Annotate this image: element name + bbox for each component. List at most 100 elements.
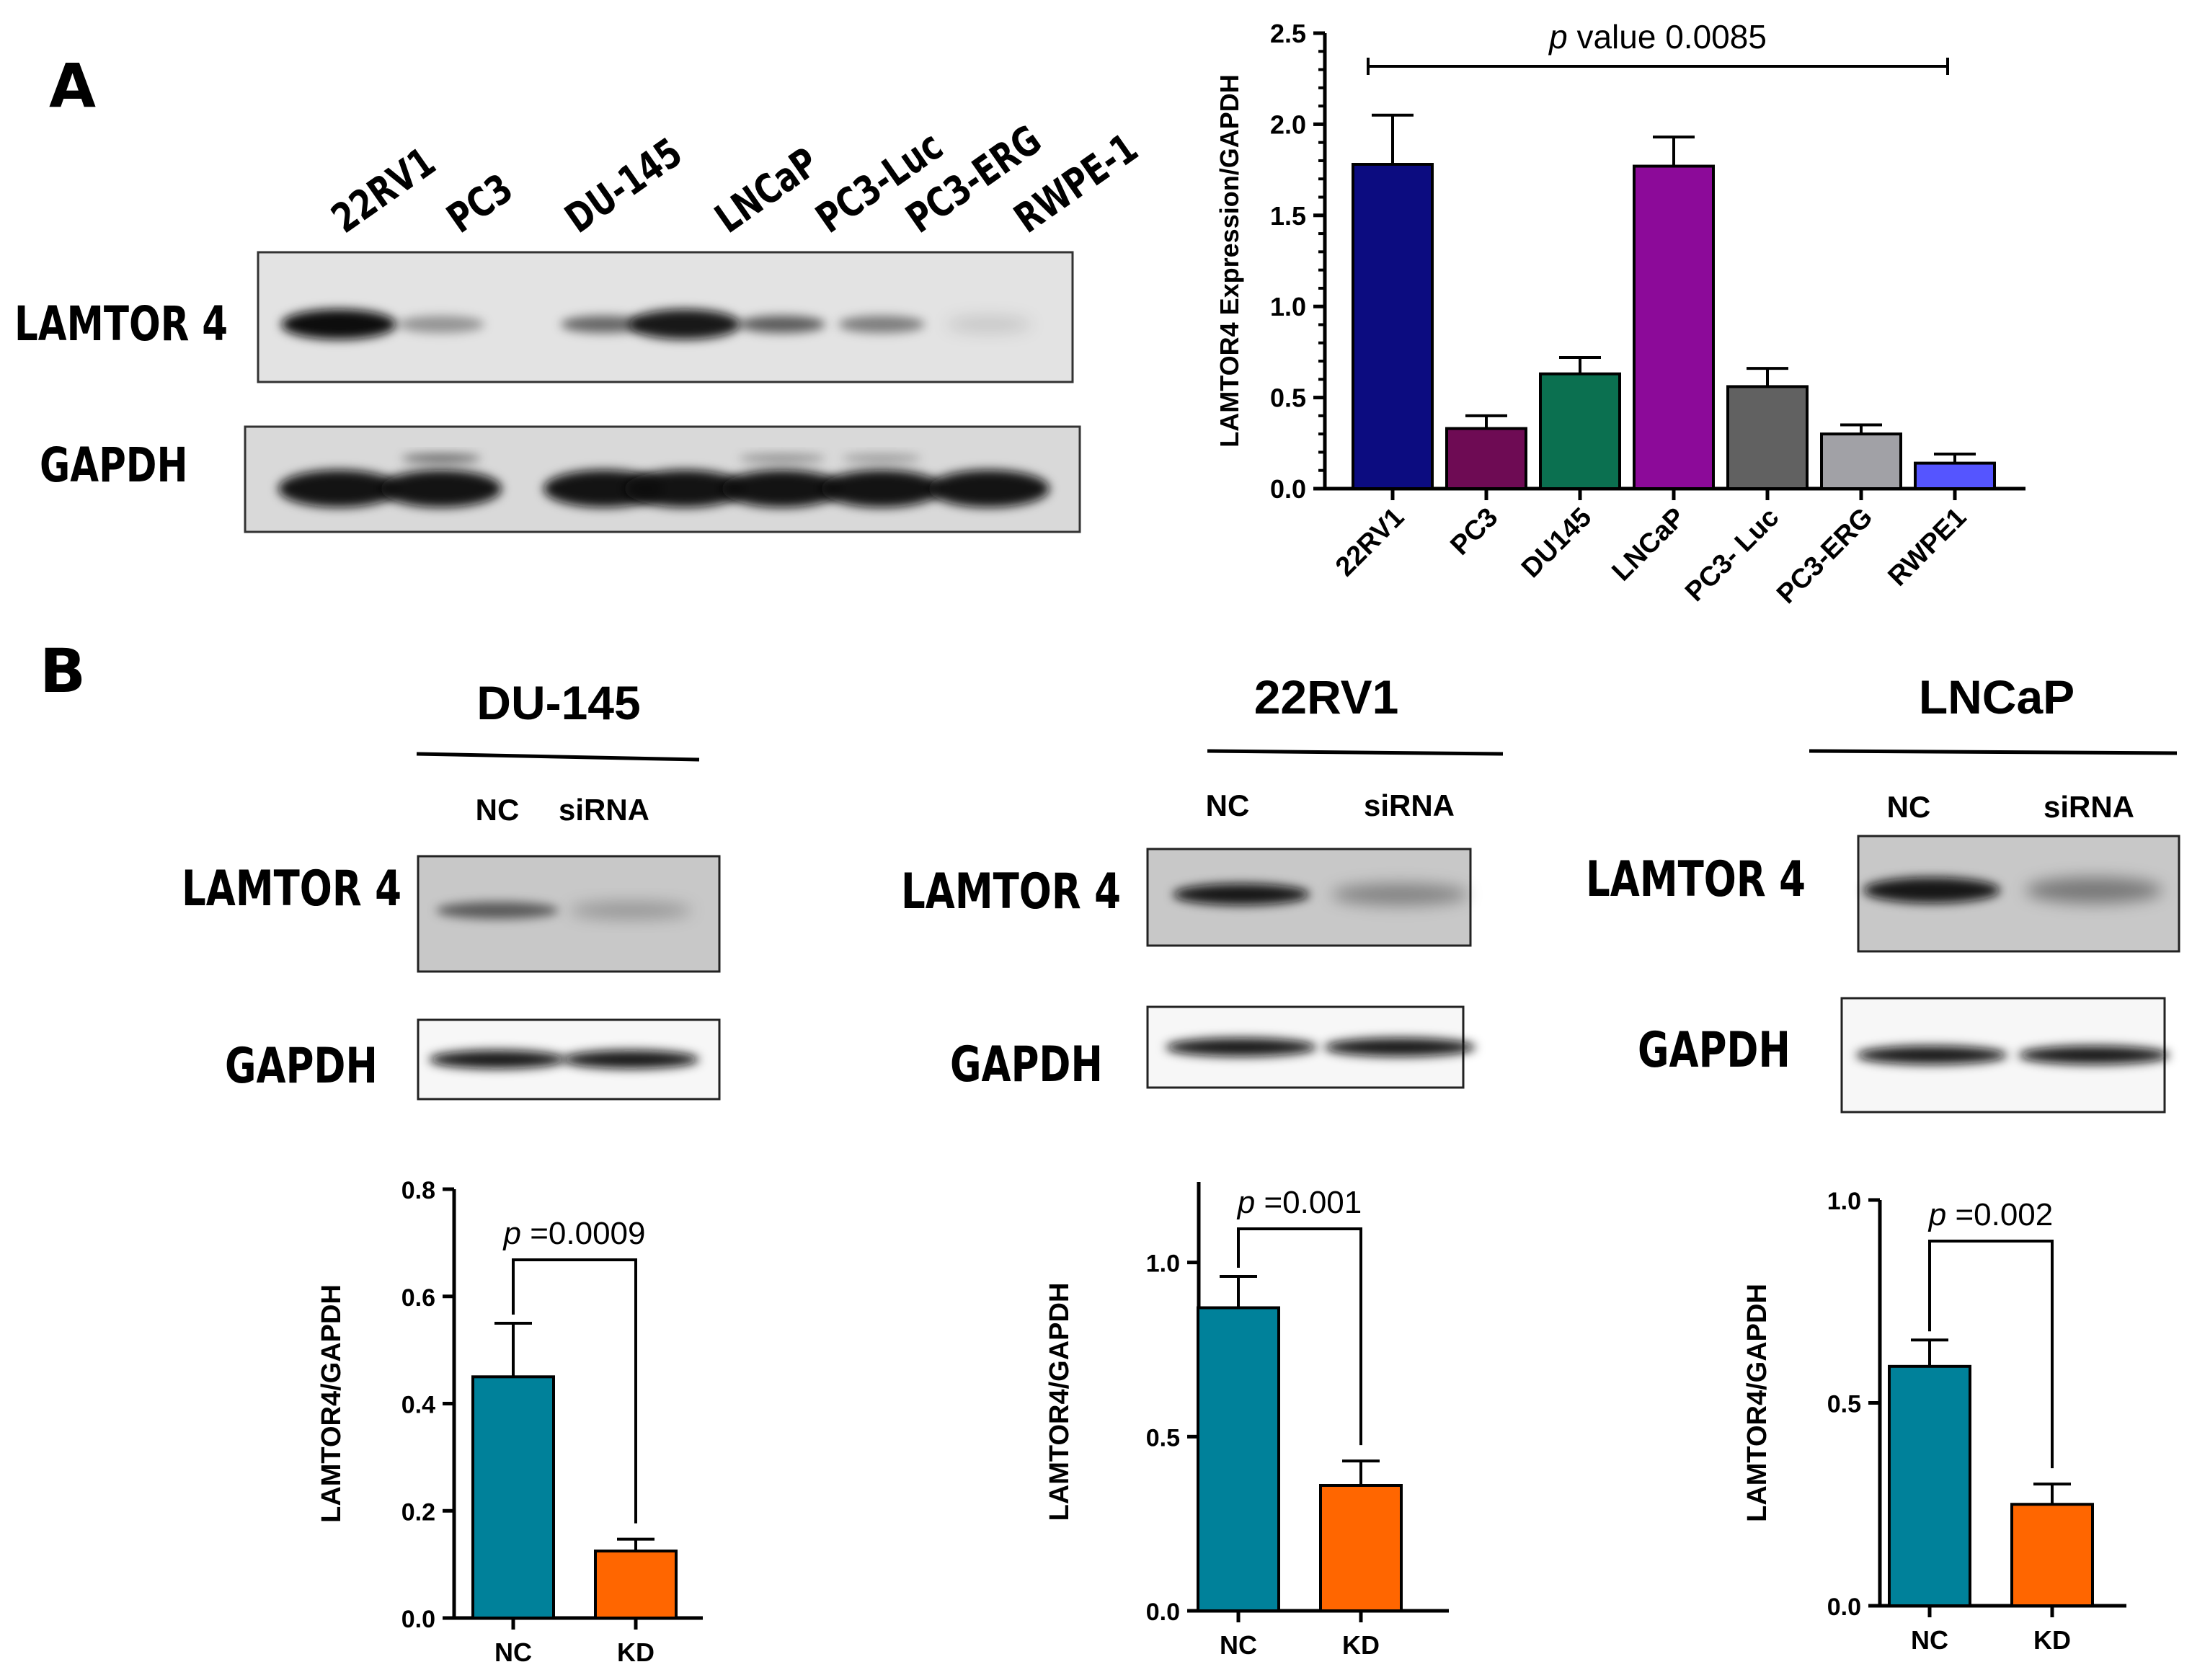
x-category-label: NC	[494, 1637, 532, 1667]
panel-b-letter: B	[40, 636, 86, 706]
bar-22rv1	[1352, 163, 1434, 491]
lamtor4-band	[398, 316, 484, 333]
significance-bracket	[1237, 1227, 1362, 1446]
y-tick-label: 0.8	[401, 1177, 435, 1204]
title-underline	[1809, 749, 2178, 755]
lamtor4-band	[561, 316, 647, 333]
bar-kd	[594, 1550, 678, 1619]
row-label-gapdh: GAPDH	[40, 437, 188, 493]
lamtor4-band	[1173, 883, 1310, 905]
lamtor4-band	[838, 316, 925, 333]
gapdh-band	[1856, 1046, 2007, 1065]
lane-label: NC	[476, 793, 520, 827]
lamtor4-band	[946, 316, 1032, 333]
bar-kd	[1319, 1484, 1403, 1612]
lane-label: 22RV1	[323, 138, 444, 242]
y-tick-label: 1.5	[1270, 201, 1306, 231]
gapdh-upper-band	[842, 454, 921, 463]
panel-b-chart-du145: 0.0 0.2 0.4 0.6 0.8 LAMTOR4/GAPDH NC KD p =0.000…	[316, 1177, 703, 1667]
p-value-annotation: p value 0.0085	[1548, 18, 1767, 55]
x-category-label: KD	[1342, 1630, 1380, 1660]
p-symbol: p	[1236, 1185, 1255, 1220]
lane-label: NC	[1887, 790, 1931, 824]
y-axis-label: LAMTOR4/GAPDH	[1044, 1283, 1075, 1521]
y-tick-label: 0.0	[1146, 1599, 1180, 1626]
gapdh-band	[562, 1050, 699, 1069]
blot-title: DU-145	[476, 676, 640, 729]
bar-nc	[471, 1375, 555, 1619]
panel-a-letter: A	[49, 50, 96, 121]
row-label-lamtor4: LAMTOR 4	[182, 861, 401, 917]
gapdh-band	[722, 470, 843, 507]
panel-a-bar-chart: 0.0 0.5 1.0 1.5 2.0 2.5 LAMTOR4 Expression/GAP…	[1215, 18, 2025, 610]
y-tick-label: 0.4	[401, 1392, 435, 1419]
x-category-label: NC	[1911, 1625, 1948, 1655]
lane-label: PC3	[438, 164, 521, 242]
row-label-lamtor4: LAMTOR 4	[1586, 851, 1806, 908]
p-value-annotation: p =0.001	[1236, 1185, 1362, 1220]
gapdh-band	[278, 470, 399, 507]
x-category-label: DU145	[1516, 502, 1597, 584]
panel-b-chart-lncap: 0.0 0.5 1.0 LAMTOR4/GAPDH NC KD p =0.002	[1742, 1188, 2126, 1655]
lamtor4-band	[739, 316, 825, 333]
title-underline	[416, 752, 700, 762]
y-tick-label: 1.0	[1270, 292, 1306, 321]
lamtor4-band	[436, 902, 559, 920]
x-category-label: 22RV1	[1330, 502, 1410, 582]
bar-pc3-erg	[1820, 432, 1902, 490]
lamtor4-band	[2025, 877, 2162, 904]
blot-title: LNCaP	[1919, 670, 2075, 724]
row-label-lamtor4: LAMTOR 4	[14, 296, 228, 352]
gapdh-band	[821, 470, 942, 507]
y-tick-label: 0.5	[1270, 383, 1306, 413]
x-category-label: KD	[617, 1637, 655, 1667]
y-tick-label: 0.5	[1827, 1391, 1861, 1418]
y-axis-label: LAMTOR4/GAPDH	[1742, 1284, 1772, 1522]
row-label-gapdh: GAPDH	[950, 1036, 1103, 1093]
row-label-lamtor4: LAMTOR 4	[901, 863, 1121, 920]
bar-pc3	[1445, 427, 1527, 490]
gapdh-upper-band	[739, 454, 825, 463]
gapdh-band	[624, 470, 745, 507]
bar-nc	[1197, 1306, 1280, 1612]
gapdh-band	[1166, 1038, 1317, 1057]
y-tick-label: 1.0	[1146, 1250, 1180, 1278]
panel-b-blot-22rv1: 22RV1 NC siRNA LAMTOR 4 GAPDH	[901, 670, 1504, 1093]
p-value-text: value 0.0085	[1568, 18, 1767, 55]
y-tick-label: 2.0	[1270, 110, 1306, 139]
x-category-label: NC	[1220, 1630, 1257, 1660]
bar-rwpe1	[1914, 461, 1996, 490]
gapdh-upper-band	[401, 454, 481, 463]
gapdh-band	[2018, 1046, 2170, 1065]
y-tick-label: 0.0	[401, 1606, 435, 1633]
lane-label: NC	[1206, 788, 1250, 822]
panel-b-blot-du145: DU-145 NC siRNA LAMTOR 4 GAPDH	[182, 676, 721, 1101]
title-underline	[1207, 749, 1504, 756]
y-axis-label: LAMTOR4/GAPDH	[316, 1284, 347, 1523]
x-category-label: KD	[2033, 1625, 2071, 1655]
y-tick-label: 1.0	[1827, 1188, 1861, 1215]
y-tick-label: 0.5	[1146, 1424, 1180, 1452]
significance-bracket	[1928, 1240, 2054, 1469]
lamtor4-band	[569, 902, 692, 920]
lane-label: siRNA	[2044, 790, 2134, 824]
x-category-label: PC3	[1445, 502, 1504, 561]
panel-b-blot-lncap: LNCaP NC siRNA LAMTOR 4 GAPDH	[1586, 670, 2180, 1114]
panel-b-chart-22rv1: 0.0 0.5 1.0 LAMTOR4/GAPDH NC KD p =0.001	[1044, 1182, 1449, 1660]
y-axis-label: LAMTOR4 Expression/GAPDH	[1215, 74, 1244, 447]
p-value-annotation: p =0.0009	[502, 1216, 646, 1251]
lamtor4-band	[281, 309, 396, 339]
lamtor4-band	[1331, 883, 1468, 905]
lamtor4-band	[1863, 877, 2000, 904]
row-label-gapdh: GAPDH	[225, 1038, 378, 1095]
p-value-annotation: p =0.002	[1927, 1197, 2054, 1232]
x-category-label: PC3- Luc	[1680, 502, 1785, 608]
p-symbol: p	[1548, 18, 1568, 55]
blot-title: 22RV1	[1254, 670, 1399, 724]
y-tick-label: 0.6	[401, 1284, 435, 1312]
y-tick-label: 2.5	[1270, 19, 1306, 48]
y-tick-label: 0.2	[401, 1498, 435, 1526]
p-symbol: p	[1927, 1197, 1946, 1232]
